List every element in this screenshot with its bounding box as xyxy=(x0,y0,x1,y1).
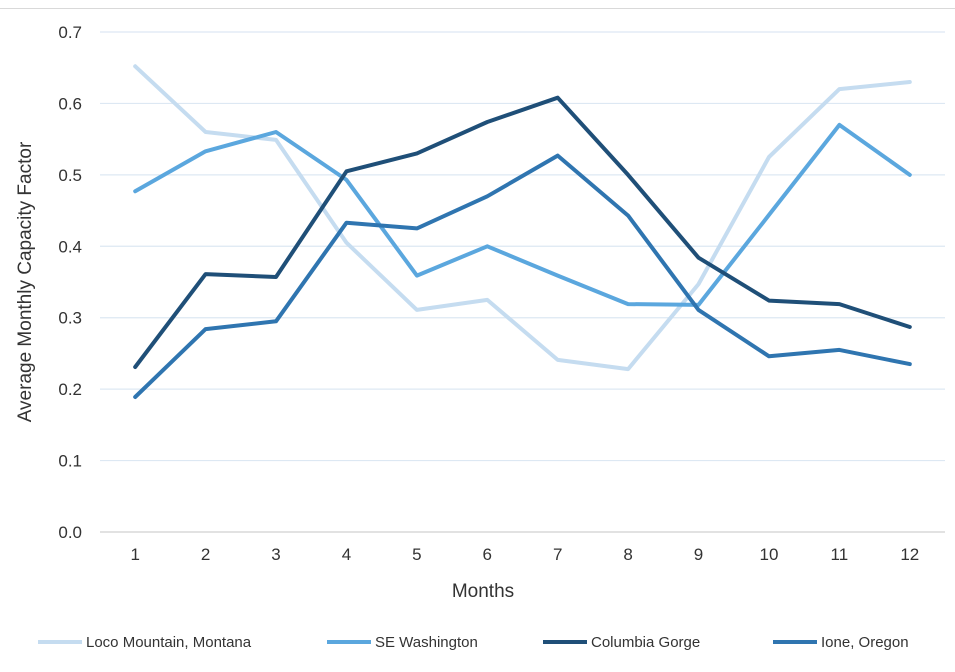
legend-item: Loco Mountain, Montana xyxy=(38,634,252,651)
y-axis-ticks: 0.0 0.1 0.2 0.3 0.4 0.5 0.6 0.7 xyxy=(58,23,82,542)
x-tick-label: 8 xyxy=(623,545,632,564)
legend-label: SE Washington xyxy=(375,634,478,651)
x-tick-label: 7 xyxy=(553,545,562,564)
x-tick-label: 11 xyxy=(831,545,849,564)
x-tick-label: 2 xyxy=(201,545,210,564)
x-tick-label: 4 xyxy=(342,545,351,564)
y-tick-label: 0.4 xyxy=(58,237,82,256)
series-line xyxy=(133,153,912,399)
series-line xyxy=(133,122,912,307)
legend-label: Columbia Gorge xyxy=(591,634,700,651)
x-axis-title: Months xyxy=(452,581,514,602)
y-tick-label: 0.5 xyxy=(58,166,82,185)
legend-item: Columbia Gorge xyxy=(543,634,700,651)
legend-item: SE Washington xyxy=(327,634,478,651)
x-tick-label: 12 xyxy=(900,545,919,564)
x-tick-label: 9 xyxy=(694,545,703,564)
y-tick-label: 0.2 xyxy=(58,380,82,399)
y-tick-label: 0.3 xyxy=(58,309,82,328)
series-lines xyxy=(133,64,912,399)
legend-item: Ione, Oregon xyxy=(773,634,909,651)
y-tick-label: 0.0 xyxy=(58,523,82,542)
legend: Loco Mountain, Montana SE Washington Colum… xyxy=(38,634,909,651)
x-tick-label: 1 xyxy=(130,545,139,564)
top-divider xyxy=(0,8,955,9)
x-tick-label: 5 xyxy=(412,545,421,564)
y-tick-label: 0.6 xyxy=(58,94,82,113)
x-axis-ticks: 1 2 3 4 5 6 7 8 9 10 11 12 xyxy=(130,545,919,564)
legend-label: Ione, Oregon xyxy=(821,634,909,651)
series-line xyxy=(133,95,912,369)
x-tick-label: 3 xyxy=(271,545,280,564)
y-axis-title: Average Monthly Capacity Factor xyxy=(15,141,36,422)
y-tick-label: 0.1 xyxy=(58,452,82,471)
legend-label: Loco Mountain, Montana xyxy=(86,634,252,651)
y-tick-label: 0.7 xyxy=(58,23,82,42)
x-tick-label: 10 xyxy=(759,545,778,564)
series-line xyxy=(133,64,912,372)
x-tick-label: 6 xyxy=(483,545,492,564)
